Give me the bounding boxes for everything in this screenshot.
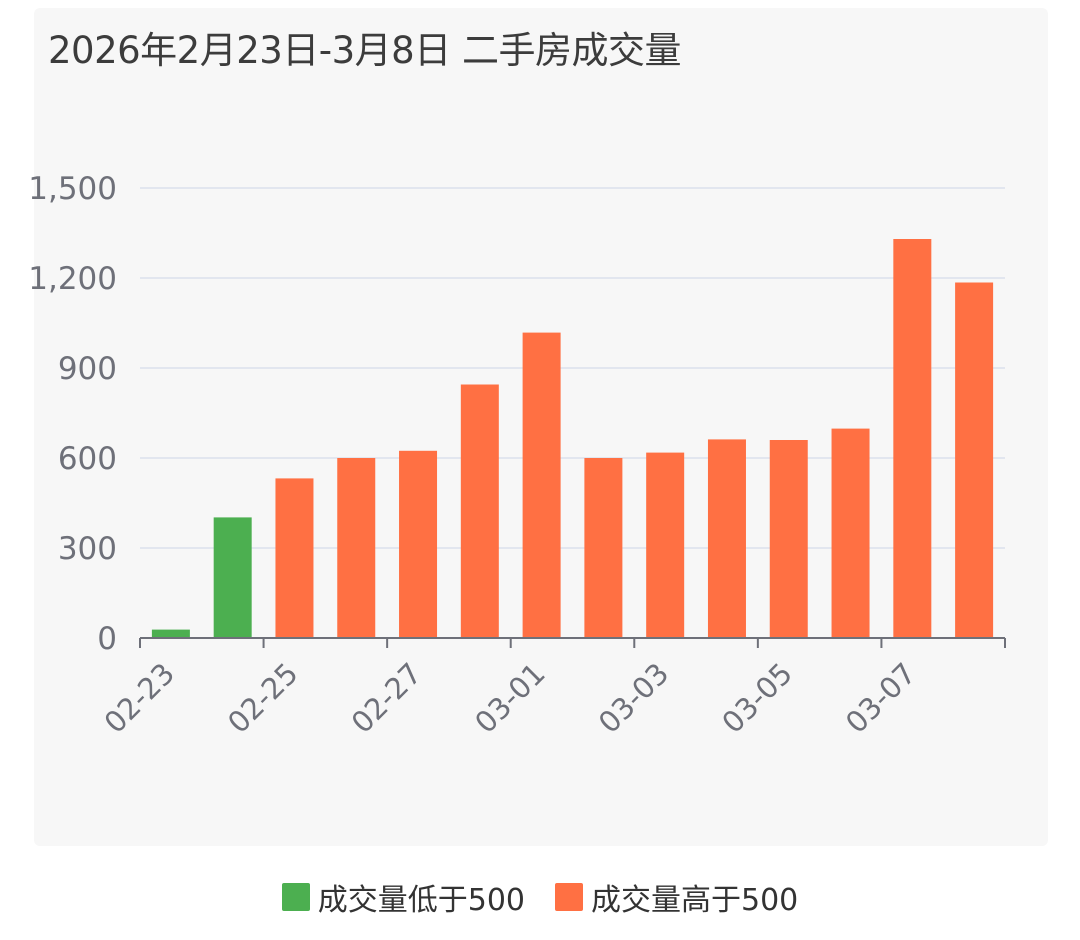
legend-swatch-high [555, 883, 583, 911]
bar-03-07[interactable] [893, 239, 932, 638]
bar-02-27[interactable] [399, 450, 438, 638]
y-tick-label: 300 [58, 531, 117, 567]
bars [151, 239, 994, 639]
x-axis [139, 637, 1006, 648]
x-tick-label: 02-23 [97, 656, 181, 740]
bar-02-24[interactable] [213, 517, 252, 638]
legend-label-low: 成交量低于500 [317, 883, 525, 918]
bar-03-08[interactable] [955, 282, 994, 639]
legend-swatch-low [281, 883, 310, 911]
bar-03-04[interactable] [707, 439, 746, 638]
legend-item-high[interactable]: 成交量高于500 [555, 875, 798, 919]
bar-03-03[interactable] [646, 452, 685, 638]
y-tick-label: 0 [97, 621, 117, 657]
x-tick-label: 02-25 [221, 656, 305, 740]
bar-03-06[interactable] [831, 428, 870, 638]
x-tick-label: 03-01 [468, 656, 552, 740]
legend-item-low[interactable]: 成交量低于500 [281, 875, 525, 919]
y-tick-label: 1,200 [28, 261, 117, 297]
y-tick-label: 900 [58, 351, 117, 387]
bar-02-23[interactable] [151, 629, 190, 638]
bar-03-01[interactable] [522, 332, 561, 638]
bar-03-05[interactable] [769, 440, 808, 638]
bar-02-28[interactable] [460, 384, 499, 639]
y-tick-label: 1,500 [28, 171, 117, 207]
bar-02-25[interactable] [275, 478, 314, 638]
bar-03-02[interactable] [584, 458, 623, 638]
bar-02-26[interactable] [337, 458, 376, 638]
legend-label-high: 成交量高于500 [591, 883, 799, 918]
x-tick-label: 02-27 [345, 656, 429, 740]
x-tick-label: 03-05 [715, 656, 799, 740]
x-tick-label: 03-03 [592, 656, 676, 740]
chart-title: 2026年2月23日-3月8日 二手房成交量 [48, 29, 681, 72]
y-tick-label: 600 [58, 441, 117, 477]
grid-lines [140, 187, 1005, 549]
x-tick-labels: 02-23 02-25 02-27 03-01 03-03 03-05 03-07 [97, 656, 922, 740]
y-tick-labels: 0 300 600 900 1,200 1,500 [28, 171, 117, 657]
legend[interactable]: 成交量低于500 成交量高于500 [0, 875, 1080, 919]
x-tick-label: 03-07 [839, 656, 923, 740]
